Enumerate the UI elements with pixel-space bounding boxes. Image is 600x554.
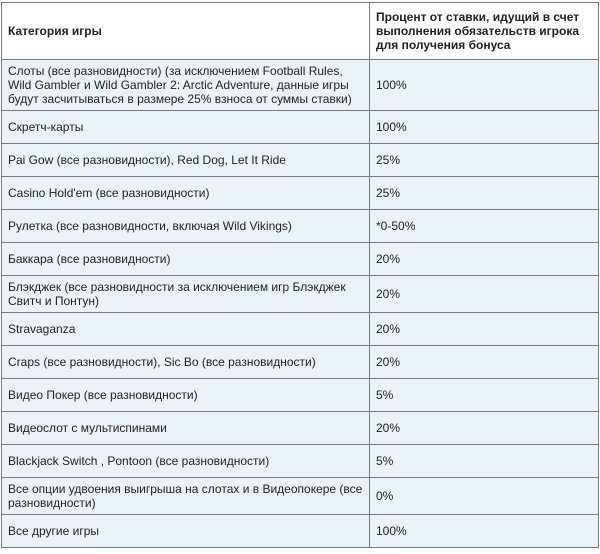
table-row: Видео Покер (все разновидности) 5% <box>1 378 599 412</box>
row-percent: 5% <box>369 444 599 478</box>
row-percent: 20% <box>369 275 599 313</box>
row-percent: 20% <box>369 242 599 276</box>
table-row: Все опции удвоения выигрыша на слотах и … <box>1 477 599 515</box>
row-category: Все опции удвоения выигрыша на слотах и … <box>1 477 370 515</box>
row-percent: 20% <box>369 312 599 346</box>
row-percent: *0-50% <box>369 209 599 243</box>
table-row: Слоты (все разновидности) (за исключение… <box>1 59 599 111</box>
row-category: Видео Покер (все разновидности) <box>1 378 370 412</box>
table-row: Рулетка (все разновидности, включая Wild… <box>1 209 599 243</box>
table-row: Блэкджек (все разновидности за исключени… <box>1 275 599 313</box>
row-category: Casino Hold'em (все разновидности) <box>1 176 370 210</box>
table-row: Видеослот с мультиспинами 20% <box>1 411 599 445</box>
row-category: Stravaganza <box>1 312 370 346</box>
header-row: Категория игры Процент от ставки, идущий… <box>1 2 599 60</box>
row-percent: 25% <box>369 176 599 210</box>
table-row: Pai Gow (все разновидности), Red Dog, Le… <box>1 143 599 177</box>
row-percent: 20% <box>369 345 599 379</box>
row-percent: 5% <box>369 378 599 412</box>
table-row: Баккара (все разновидности) 20% <box>1 242 599 276</box>
row-category: Рулетка (все разновидности, включая Wild… <box>1 209 370 243</box>
row-percent: 25% <box>369 143 599 177</box>
row-percent: 0% <box>369 477 599 515</box>
row-category: Blackjack Switch , Pontoon (все разновид… <box>1 444 370 478</box>
table-row: Скретч-карты 100% <box>1 110 599 144</box>
row-category: Pai Gow (все разновидности), Red Dog, Le… <box>1 143 370 177</box>
header-percent: Процент от ставки, идущий в счет выполне… <box>369 2 599 60</box>
row-category: Видеослот с мультиспинами <box>1 411 370 445</box>
header-category: Категория игры <box>1 2 370 60</box>
table-row: Casino Hold'em (все разновидности) 25% <box>1 176 599 210</box>
row-percent: 100% <box>369 110 599 144</box>
row-category: Баккара (все разновидности) <box>1 242 370 276</box>
row-category: Все другие игры <box>1 514 370 548</box>
row-category: Скретч-карты <box>1 110 370 144</box>
table-body: Слоты (все разновидности) (за исключение… <box>1 59 599 548</box>
table-row: Все другие игры 100% <box>1 514 599 548</box>
table-row: Stravaganza 20% <box>1 312 599 346</box>
row-category: Слоты (все разновидности) (за исключение… <box>1 59 370 111</box>
row-percent: 20% <box>369 411 599 445</box>
row-percent: 100% <box>369 59 599 111</box>
row-category: Блэкджек (все разновидности за исключени… <box>1 275 370 313</box>
table-row: Craps (все разновидности), Sic Bo (все р… <box>1 345 599 379</box>
row-percent: 100% <box>369 514 599 548</box>
row-category: Craps (все разновидности), Sic Bo (все р… <box>1 345 370 379</box>
table-row: Blackjack Switch , Pontoon (все разновид… <box>1 444 599 478</box>
table-header: Категория игры Процент от ставки, идущий… <box>1 2 599 60</box>
